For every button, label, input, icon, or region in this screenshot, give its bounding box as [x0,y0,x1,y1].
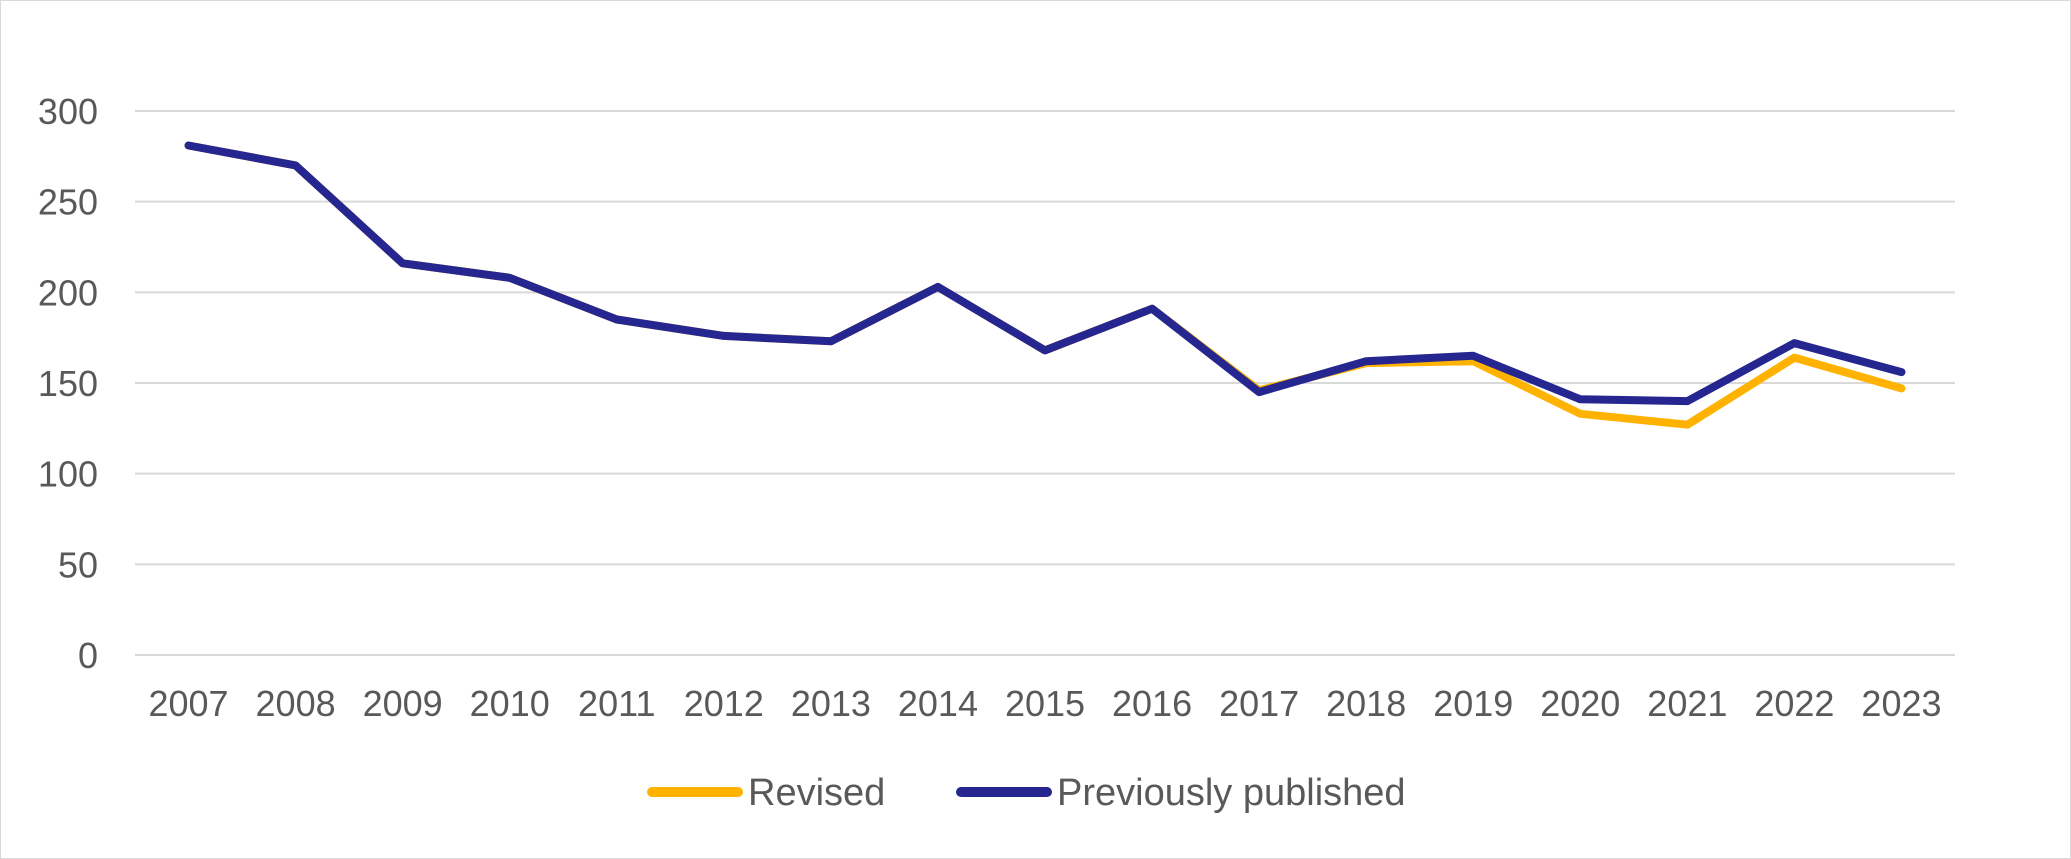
y-tick-label: 300 [38,91,98,132]
legend-label-revised: Revised [748,772,885,814]
x-tick-label: 2014 [898,683,978,724]
legend: Revised Previously published [647,772,1406,814]
x-tick-label: 2012 [684,683,764,724]
y-axis: 0 50 100 150 200 250 300 [38,91,98,676]
y-tick-label: 200 [38,272,98,313]
gridlines [135,110,1955,656]
series-line-previously-published [184,141,1906,406]
x-tick-label: 2021 [1647,683,1727,724]
x-tick-label: 2016 [1112,683,1192,724]
x-tick-label: 2007 [148,683,228,724]
series-lines [184,141,1906,429]
x-axis: 2007 2008 2009 2010 2011 2012 2013 2014 2015 2016… [148,683,1941,724]
x-tick-label: 2018 [1326,683,1406,724]
y-tick-label: 250 [38,182,98,223]
x-tick-label: 2009 [363,683,443,724]
x-tick-label: 2008 [256,683,336,724]
x-tick-label: 2023 [1861,683,1941,724]
x-tick-label: 2019 [1433,683,1513,724]
y-tick-label: 150 [38,363,98,404]
y-tick-label: 100 [38,454,98,495]
x-tick-label: 2020 [1540,683,1620,724]
x-tick-label: 2022 [1754,683,1834,724]
x-tick-label: 2010 [470,683,550,724]
x-tick-label: 2017 [1219,683,1299,724]
y-tick-label: 0 [78,635,98,676]
x-tick-label: 2011 [578,683,655,724]
x-tick-label: 2013 [791,683,871,724]
x-tick-label: 2015 [1005,683,1085,724]
legend-label-previously-published: Previously published [1057,772,1406,814]
y-tick-label: 50 [58,544,98,585]
